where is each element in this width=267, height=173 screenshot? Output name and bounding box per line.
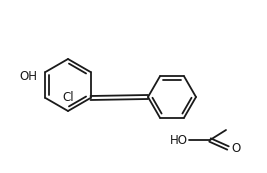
Text: Cl: Cl: [62, 91, 74, 104]
Text: HO: HO: [170, 134, 188, 147]
Text: OH: OH: [19, 71, 37, 84]
Text: O: O: [231, 142, 240, 154]
